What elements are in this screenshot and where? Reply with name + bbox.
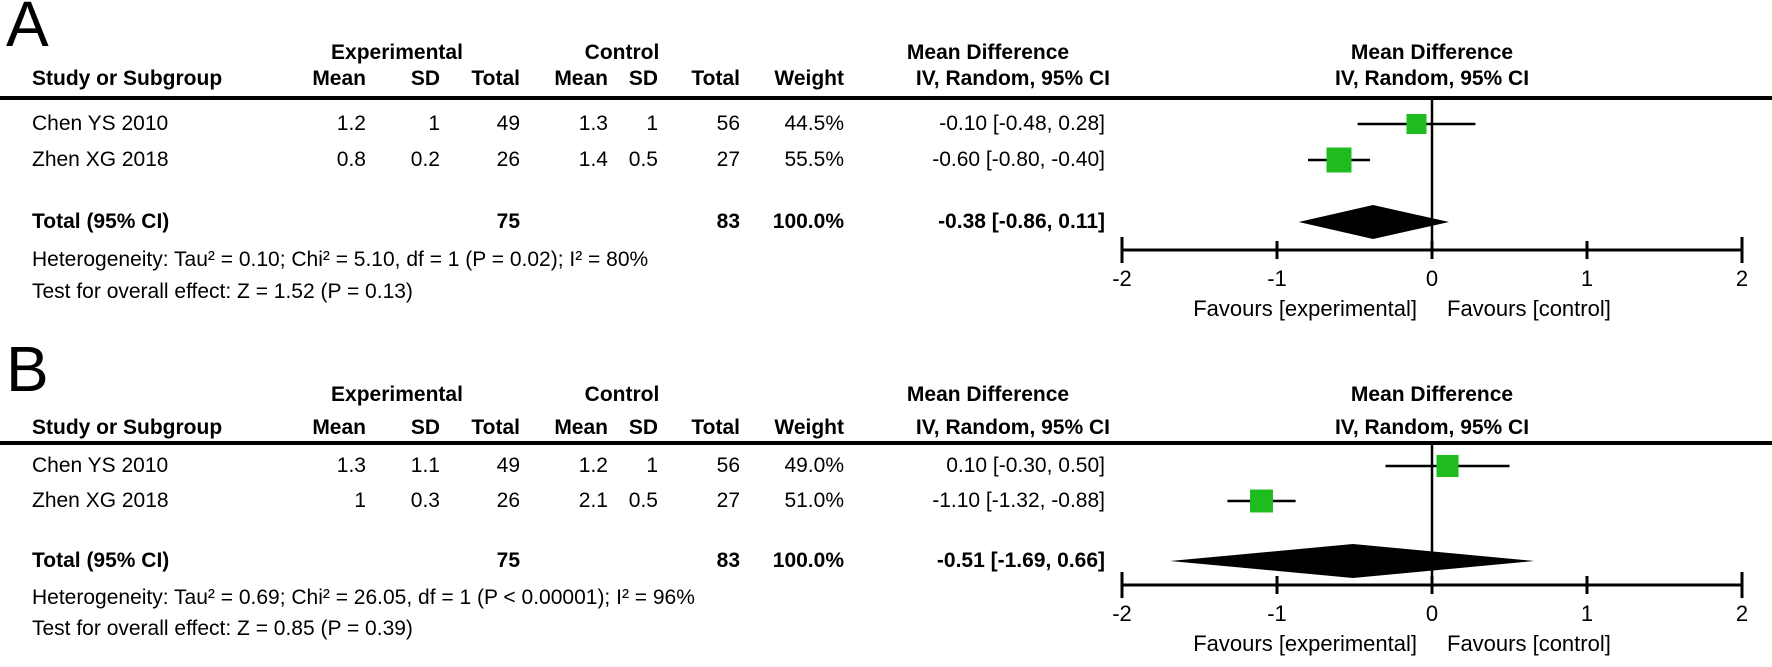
- exp-mean: 1.3: [336, 454, 366, 477]
- col-header-exp-sd: SD: [410, 67, 440, 90]
- group-header-mean-difference-plot: Mean Difference: [1350, 41, 1514, 64]
- ctl-sd: 0.5: [628, 148, 658, 171]
- col-header-ctl-mean: Mean: [554, 416, 608, 439]
- total-ctl-n: 83: [716, 210, 740, 233]
- svg-text:2: 2: [1736, 601, 1748, 626]
- ctl-total: 27: [716, 148, 740, 171]
- study-name: Chen YS 2010: [32, 454, 169, 477]
- study-name: Zhen XG 2018: [32, 489, 169, 512]
- col-header-study: Study or Subgroup: [32, 416, 223, 439]
- exp-total: 26: [496, 148, 520, 171]
- svg-text:-2: -2: [1112, 601, 1132, 626]
- weight: 44.5%: [784, 112, 844, 135]
- svg-text:0: 0: [1426, 601, 1438, 626]
- ctl-sd: 1: [646, 112, 658, 135]
- col-header-exp-total: Total: [471, 67, 520, 90]
- exp-mean: 0.8: [336, 148, 366, 171]
- ctl-sd: 1: [646, 454, 658, 477]
- exp-sd: 1.1: [410, 454, 440, 477]
- svg-text:-1: -1: [1267, 266, 1287, 291]
- ctl-mean: 1.2: [578, 454, 608, 477]
- col-header-ctl-sd: SD: [628, 416, 658, 439]
- total-ci-text: -0.51 [-1.69, 0.66]: [936, 549, 1105, 572]
- ctl-mean: 2.1: [578, 489, 608, 512]
- group-header-control: Control: [584, 383, 660, 406]
- exp-sd: 0.3: [410, 489, 440, 512]
- col-header-exp-total: Total: [471, 416, 520, 439]
- svg-text:1: 1: [1581, 601, 1593, 626]
- total-exp-n: 75: [496, 210, 520, 233]
- svg-text:-2: -2: [1112, 266, 1132, 291]
- header-rule: [0, 96, 1772, 100]
- ctl-total: 27: [716, 489, 740, 512]
- svg-text:Favours [experimental]: Favours [experimental]: [1193, 631, 1417, 656]
- total-ctl-n: 83: [716, 549, 740, 572]
- col-header-weight: Weight: [774, 416, 844, 439]
- total-label: Total (95% CI): [32, 549, 170, 572]
- col-header-exp-mean: Mean: [312, 416, 366, 439]
- exp-mean: 1.2: [336, 112, 366, 135]
- group-header-control: Control: [584, 41, 660, 64]
- overall-effect-note: Test for overall effect: Z = 1.52 (P = 0…: [32, 280, 413, 303]
- col-header-ctl-total: Total: [691, 67, 740, 90]
- weight: 51.0%: [784, 489, 844, 512]
- col-header-study: Study or Subgroup: [32, 67, 223, 90]
- col-header-ctl-sd: SD: [628, 67, 658, 90]
- exp-total: 26: [496, 489, 520, 512]
- total-exp-n: 75: [496, 549, 520, 572]
- ctl-mean: 1.4: [578, 148, 608, 171]
- col-header-ci-plot: IV, Random, 95% CI: [1334, 67, 1530, 90]
- panel-a: A Experimental Control Mean Difference M…: [0, 0, 1772, 321]
- col-header-ci: IV, Random, 95% CI: [915, 416, 1110, 439]
- col-header-ci: IV, Random, 95% CI: [915, 67, 1110, 90]
- col-header-ctl-total: Total: [691, 416, 740, 439]
- col-header-ctl-mean: Mean: [554, 67, 608, 90]
- ci-text: 0.10 [-0.30, 0.50]: [946, 454, 1105, 477]
- exp-mean: 1: [354, 489, 366, 512]
- ctl-total: 56: [716, 454, 740, 477]
- heterogeneity-note: Heterogeneity: Tau² = 0.69; Chi² = 26.05…: [32, 586, 695, 609]
- svg-text:-1: -1: [1267, 601, 1287, 626]
- ci-text: -0.10 [-0.48, 0.28]: [939, 112, 1105, 135]
- group-header-experimental: Experimental: [331, 383, 463, 406]
- overall-effect-note: Test for overall effect: Z = 0.85 (P = 0…: [32, 617, 413, 640]
- svg-text:0: 0: [1426, 266, 1438, 291]
- exp-total: 49: [496, 454, 520, 477]
- total-weight: 100.0%: [772, 549, 844, 572]
- svg-text:Favours [experimental]: Favours [experimental]: [1193, 296, 1417, 321]
- col-header-weight: Weight: [774, 67, 844, 90]
- exp-sd: 1: [428, 112, 440, 135]
- panel-b-label: B: [6, 333, 49, 405]
- group-header-mean-difference: Mean Difference: [906, 383, 1070, 406]
- svg-text:1: 1: [1581, 266, 1593, 291]
- exp-sd: 0.2: [410, 148, 440, 171]
- group-header-mean-difference-plot: Mean Difference: [1350, 383, 1514, 406]
- total-ci-text: -0.38 [-0.86, 0.11]: [938, 210, 1105, 233]
- ctl-total: 56: [716, 112, 740, 135]
- heterogeneity-note: Heterogeneity: Tau² = 0.10; Chi² = 5.10,…: [32, 248, 649, 271]
- ctl-sd: 0.5: [628, 489, 658, 512]
- group-header-experimental: Experimental: [331, 41, 463, 64]
- weight: 49.0%: [784, 454, 844, 477]
- col-header-exp-mean: Mean: [312, 67, 366, 90]
- ci-text: -1.10 [-1.32, -0.88]: [932, 489, 1105, 512]
- header-rule: [0, 441, 1772, 445]
- ctl-mean: 1.3: [578, 112, 608, 135]
- exp-total: 49: [496, 112, 520, 135]
- svg-text:2: 2: [1736, 266, 1748, 291]
- panel-a-label: A: [6, 0, 49, 60]
- study-name: Zhen XG 2018: [32, 148, 169, 171]
- weight: 55.5%: [784, 148, 844, 171]
- col-header-exp-sd: SD: [410, 416, 440, 439]
- group-header-mean-difference: Mean Difference: [906, 41, 1070, 64]
- col-header-ci-plot: IV, Random, 95% CI: [1334, 416, 1530, 439]
- svg-text:Favours [control]: Favours [control]: [1447, 296, 1611, 321]
- svg-text:Favours [control]: Favours [control]: [1447, 631, 1611, 656]
- total-label: Total (95% CI): [32, 210, 170, 233]
- total-weight: 100.0%: [772, 210, 844, 233]
- ci-text: -0.60 [-0.80, -0.40]: [932, 148, 1105, 171]
- study-name: Chen YS 2010: [32, 112, 169, 135]
- panel-b: B Experimental Control Mean Difference M…: [0, 335, 1772, 667]
